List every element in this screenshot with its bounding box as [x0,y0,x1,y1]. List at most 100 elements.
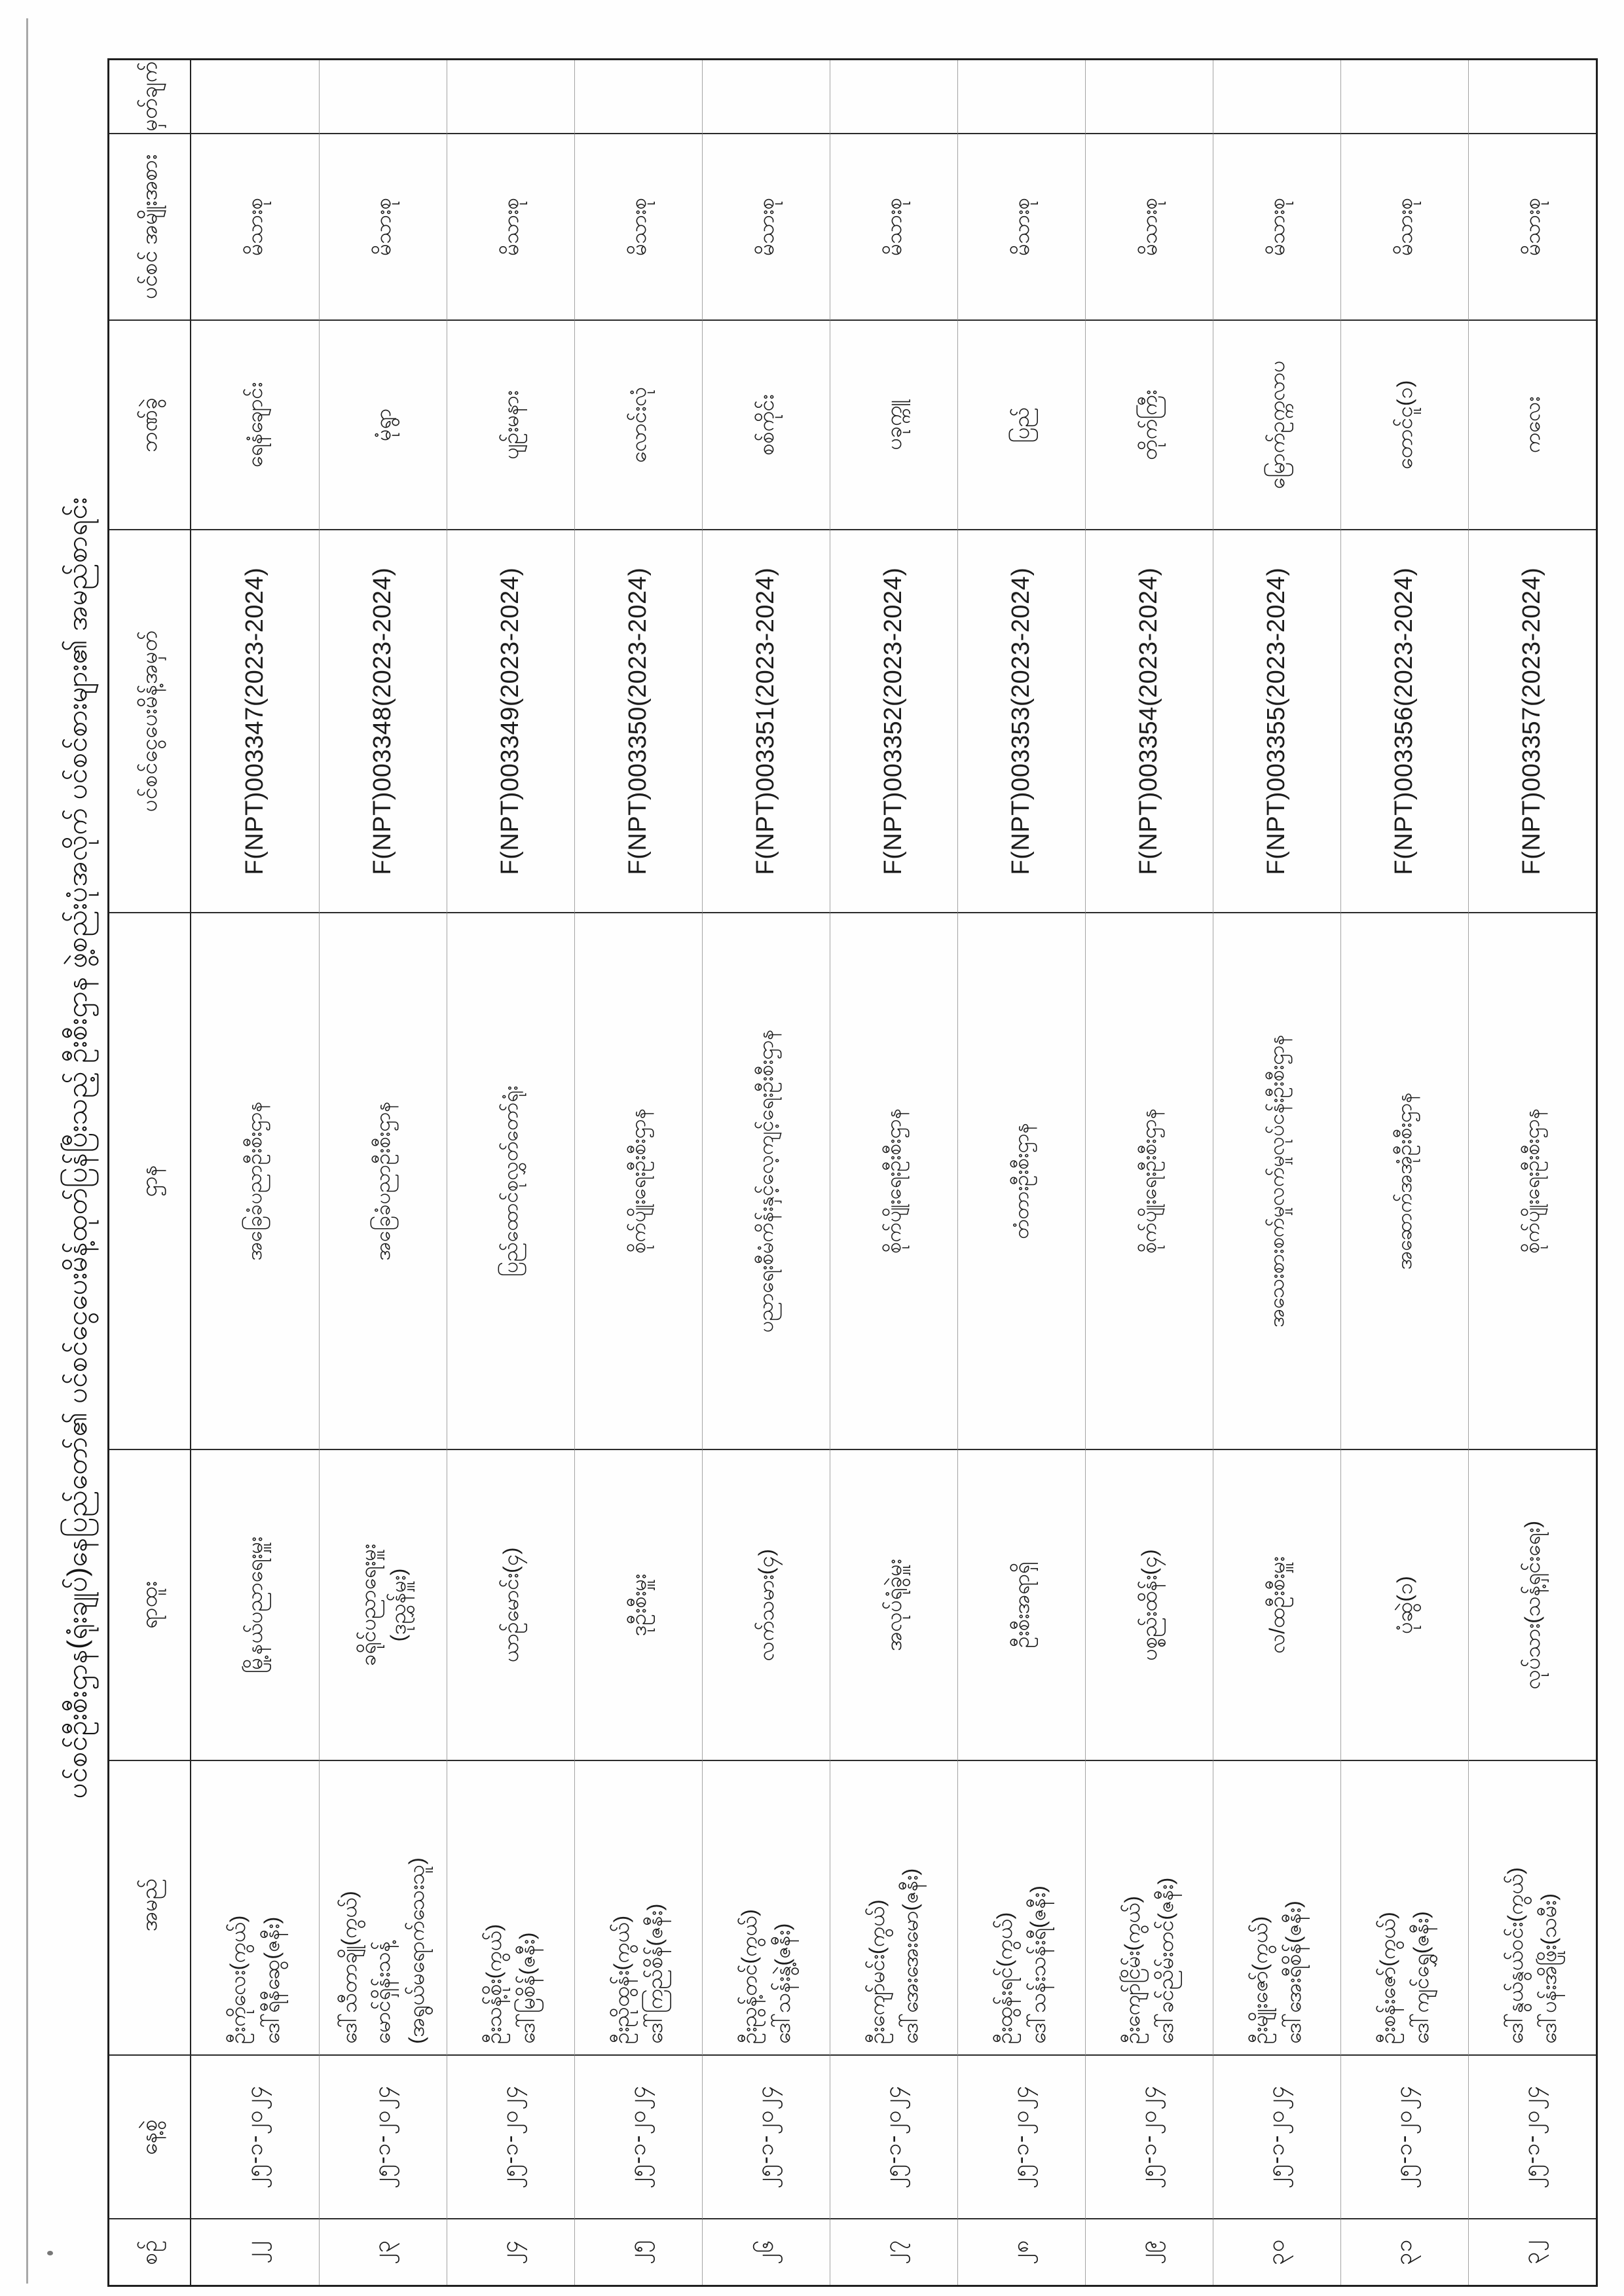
cell-serial: ၃၂ [1468,2219,1596,2285]
cell-serial: ၂၃ [319,2219,447,2285]
cell-position: ဒုဦးစီးမှူး [574,1450,702,1761]
cell-department: အခြေခံပညာဦးစီးဌာန [319,913,447,1450]
cell-position: ပုံဆွဲ(၁) [1340,1450,1468,1761]
cell-order_no: F(NPT)003347(2023-2024) [191,530,319,913]
cell-date: ၂၅-၁-၂၀၂၄ [319,2056,447,2219]
cell-order_no: F(NPT)003351(2023-2024) [702,530,830,913]
cell-date: ၂၅-၁-၂၀၂၄ [1213,2056,1340,2219]
cell-pension_type: မိသားစု [1468,134,1596,321]
cell-position: ခရိုင်ပညာရေးမှူး (ဒုညွှန်မှူး) [319,1450,447,1761]
column-header-remark: မှတ်ချက် [109,60,191,134]
cell-serial: ၂၆ [702,2219,830,2285]
cell-pension_type: မိသားစု [957,134,1085,321]
cell-date: ၂၅-၁-၂၀၂၄ [1468,2056,1596,2219]
cell-serial: ၂၂ [242,2240,267,2264]
cell-branch: ပခုက္ကူ [830,321,957,530]
cell-branch: ပျဉ်းမနား [447,321,574,530]
cell-serial: ၃၀ [1213,2219,1340,2285]
cell-order_no: F(NPT)003355(2023-2024) [1213,530,1340,913]
column-header-position: ရာထူး [109,1450,191,1761]
cell-department: ပြည်ထောင်စုလွှတ်တော်ရုံး [447,913,574,1450]
cell-date: ၂၅-၁-၂၀၂၄ [957,2056,1085,2219]
cell-pension_type: မိသားစု [191,134,319,321]
cell-branch: စစ်ကိုင်း [702,321,830,530]
cell-date: ၂၅-၁-၂၀၂၄ [1340,2056,1468,2219]
cell-remark [319,60,447,134]
table-row: ၂၂ ၂၅-၁-၂၀၂၄ ဦးကိုလေး(ကွယ်) ဒေါ်ရီနီဆွေ(ဇနီ… [191,60,319,2285]
table-row: ၃၁ ၂၅-၁-၂၀၂၄ ဦးစန်းဇော်(ကွယ်) ဒေါ်ကျင်ရွှေ(… [1340,60,1468,2285]
column-header-serial: စဉ် [109,2219,191,2285]
table-header-row: စဉ် နေ့စွဲ အမည် ရာထူး ဌာန ပင်စင်ငွေပေးမိ… [109,60,191,2285]
cell-pension_type: မိသားစု [319,134,447,321]
column-header-department: ဌာန [109,913,191,1450]
cell-department: တံတားဦးစီးဌာန [957,913,1085,1450]
cell-position: လုပ်သား(သန့်ရှင်းရေး) [1468,1450,1596,1761]
cell-serial: ၃၁ [1340,2219,1468,2285]
cell-department: ပညာရေးစီမံကိန်းနှင့်လေ့ကျင့်ရေးဦးစီးဌာန [702,913,830,1450]
cell-pension_type: မိသားစု [702,134,830,321]
column-header-date: နေ့စွဲ [109,2056,191,2219]
cell-order_no: F(NPT)003357(2023-2024) [1468,530,1596,913]
cell-remark [1085,60,1213,134]
document-title: ပင်စင်ဦးစီးဌာန(ရုံးချုပ်)နေပြည်တော်၏ ပင်… [62,497,92,1799]
cell-name: ဦးကိုလေး(ကွယ်) ဒေါ်ရီနီဆွေ(ဇနီး) [191,1761,319,2056]
cell-date: ၂၅-၁-၂၀၂၄ [574,2056,702,2219]
cell-remark [830,60,957,134]
cell-branch: တောင်ငူ(၁) [1340,321,1468,530]
cell-remark [702,60,830,134]
cell-order_no: F(NPT)003356(2023-2024) [1340,530,1468,913]
cell-department: အသေးစားစက်မှုလက်မှုလုပ်ငန်းဦးစီးဌာန [1213,913,1340,1450]
cell-branch: ပြည် [957,321,1085,530]
cell-branch: လောင်းလုံ [574,321,702,530]
cell-serial: ၂၇ [830,2219,957,2285]
table-row: ၃၂ ၂၅-၁-၂၀၂၄ ဒေါ်နွယ်နွယ်ဝင်း(ကွယ်) ဒေါ်ပန်… [1468,60,1596,2285]
table-row: ၂၆ ၂၅-၁-၂၀၂၄ ဦးညွန့်တင်(ကွယ်) ဒေါ်သန်းနွဲ့(… [702,60,830,2285]
cell-pension_type: မိသားစု [447,134,574,321]
cell-position: လ/ထဦးစီးမှူး [1213,1450,1340,1761]
cell-department: စိုက်ပျိုးရေးဦးစီးဌာန [1468,913,1596,1450]
cell-position: လက်သမား(၄) [702,1450,830,1761]
cell-remark [1340,60,1468,134]
column-header-pension-type: ပင်စင် အမျိုးအစား [109,134,191,321]
cell-date: ၂၅-၁-၂၀၂၄ [447,2056,574,2219]
cell-name: ဦးစန်းဇော်(ကွယ်) ဒေါ်ကျင်ရွှေ(ဇနီး) [1340,1761,1468,2056]
table-row: ၂၃ ၂၅-၁-၂၀၂၄ ဒေါ်သီတာချို(ကွယ်) မောင်ရှိန်း… [319,60,447,2285]
table-row: ၂၇ ၂၅-၁-၂၀၂၄ ဦးကျော်မင်း(ကွယ်) ဒေါ်အေးအေးမေ… [830,60,957,2285]
column-header-name: အမည် [109,1761,191,2056]
cell-name: ဦးမျိုးဇော်(ကွယ်) ဒေါ်အေးရီစိန်(ဇနီး) [1213,1761,1340,2056]
pension-table: စဉ် နေ့စွဲ အမည် ရာထူး ဌာန ပင်စင်ငွေပေးမိ… [107,58,1598,2287]
cell-date: ၂၅-၁-၂၀၂၄ [1085,2056,1213,2219]
cell-department: စိုက်ပျိုးရေးဦးစီးဌာန [1085,913,1213,1450]
cell-order_no: F(NPT)003354(2023-2024) [1085,530,1213,913]
cell-order_no: F(NPT)003349(2023-2024) [447,530,574,913]
cell-remark [191,60,319,134]
column-header-order-number: ပင်စင်ငွေပေးမိန့်အမှတ် [109,530,191,913]
cell-order_no: F(NPT)003352(2023-2024) [830,530,957,913]
table-row: ၂၈ ၂၅-၁-၂၀၂၄ ဦးထွန်းရင်(ကွယ်) ဒေါ်သန်းသန်းရ… [957,60,1085,2285]
cell-pension_type: မိသားစု [574,134,702,321]
cell-department: အဆောက်အအုံဦးစီးဌာန [1340,913,1468,1450]
cell-branch: ကလေး [1468,321,1596,530]
cell-name: ဒေါ်နွယ်နွယ်ဝင်း(ကွယ်) ဒေါ်ပန်းအိဖြိုး(သမ… [1468,1761,1596,2056]
table-row: ၂၉ ၂၅-၁-၂၀၂၄ ဦးကျော်ငြိမ်း(ကွယ်) ဒေါ်ခင်ညိမ… [1085,60,1213,2285]
cell-serial: ၂၉ [1085,2219,1213,2285]
cell-date: ၂၅-၁-၂၀၂၄ [830,2056,957,2219]
cell-order_no: F(NPT)003353(2023-2024) [957,530,1085,913]
column-header-branch: ဘဏ်ခွဲ [109,321,191,530]
cell-order_no: F(NPT)003350(2023-2024) [574,530,702,913]
table-row: ၂၅ ၂၅-၁-၂၀၂၄ ဦးညိုထွန်း(ကွယ်) ဒေါ်ကြည်စိန်(… [574,60,702,2285]
cell-branch: မုံရွာ [319,321,447,530]
cell-department: စိုက်ပျိုးရေးဦးစီးဌာန [574,913,702,1450]
cell-position: ပစ္စည်းထိန်း(၄) [1085,1450,1213,1761]
cell-pension_type: မိသားစု [830,134,957,321]
table-body: ၂၂ ၂၅-၁-၂၀၂၄ ဦးကိုလေး(ကွယ်) ဒေါ်ရီနီဆွေ(ဇနီ… [191,60,1596,2285]
cell-position: အလုပ်ရုံခွဲမှူး [830,1450,957,1761]
cell-position: ယာဉ်မောင်း(၄) [447,1450,574,1761]
cell-branch: ရေနံချောင်း [191,321,319,530]
cell-remark [447,60,574,134]
cell-serial: ၂၈ [957,2219,1085,2285]
scan-edge-line [26,18,28,2284]
cell-serial: ၂၅ [574,2219,702,2285]
